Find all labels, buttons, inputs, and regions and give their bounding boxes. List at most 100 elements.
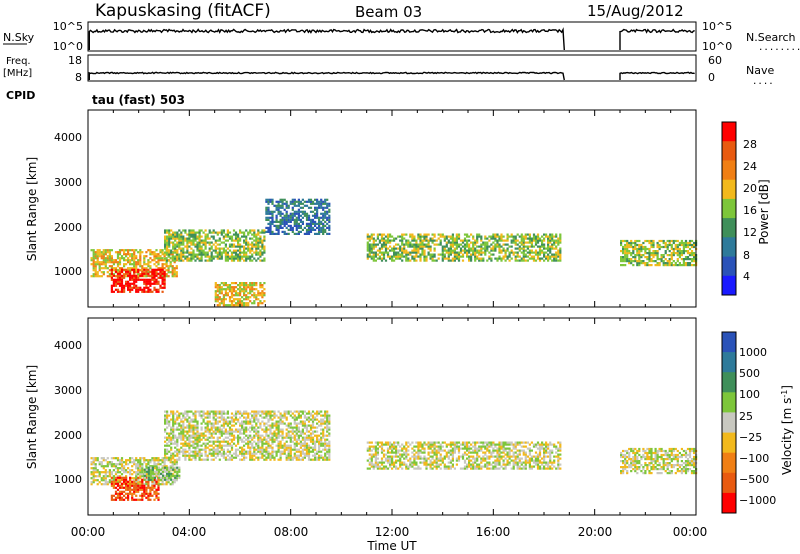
scatter-cell (322, 212, 325, 215)
scatter-cell (127, 257, 130, 260)
scatter-cell (182, 430, 185, 433)
scatter-cell (123, 288, 126, 291)
scatter-cell (273, 220, 276, 223)
scatter-cell (368, 243, 371, 246)
scatter-cell (153, 498, 156, 501)
scatter-cell (120, 290, 124, 293)
scatter-cell (291, 426, 294, 429)
scatter-cell (127, 496, 130, 499)
scatter-cell (494, 257, 497, 260)
scatter-cell (303, 438, 306, 441)
scatter-cell (305, 200, 309, 203)
scatter-cell (271, 414, 274, 417)
scatter-cell (232, 288, 236, 291)
scatter-cell (431, 237, 434, 240)
scatter-cell (204, 444, 207, 447)
scatter-cell (237, 233, 240, 236)
scatter-cell (129, 471, 132, 474)
scatter-cell (318, 204, 321, 207)
scatter-cell (194, 432, 197, 435)
scatter-cell (164, 239, 167, 242)
scatter-cell (305, 450, 309, 453)
scatter-cell (314, 446, 317, 449)
scatter-cell (228, 428, 232, 431)
scatter-cell (630, 243, 633, 247)
scatter-cell (470, 249, 473, 252)
scatter-cell (688, 258, 692, 261)
scatter-cell (143, 474, 146, 477)
scatter-cell (484, 235, 487, 238)
scatter-cell (484, 253, 487, 256)
scatter-cell (423, 239, 426, 242)
scatter-cell (311, 222, 315, 225)
scatter-cell (174, 251, 177, 254)
scatter-cell (299, 416, 302, 419)
scatter-cell (153, 470, 157, 473)
scatter-cell (234, 430, 238, 433)
scatter-cell (324, 410, 327, 413)
scatter-cell (316, 216, 319, 219)
scatter-cell (263, 410, 266, 413)
scatter-cell (547, 237, 550, 240)
scatter-cell (165, 263, 168, 266)
scatter-cell (247, 434, 250, 437)
scatter-cell (316, 232, 319, 235)
scatter-cell (194, 245, 197, 248)
scatter-cell (204, 412, 207, 415)
scatter-cell (287, 454, 290, 457)
scatter-cell (139, 259, 142, 262)
scatter-cell (419, 237, 422, 240)
scatter-cell (133, 268, 136, 271)
scatter-cell (112, 463, 115, 466)
scatter-cell (289, 446, 292, 449)
scatter-cell (184, 257, 187, 260)
scatter-cell (239, 294, 242, 297)
scatter-cell (118, 484, 122, 487)
scatter-cell (486, 245, 489, 248)
scatter-cell (135, 484, 138, 487)
scatter-cell (214, 452, 217, 455)
scatter-cell (166, 474, 169, 477)
scatter-cell (285, 200, 288, 203)
scatter-cell (628, 245, 631, 249)
scatter-cell (178, 233, 181, 236)
scatter-cell (171, 275, 174, 278)
scatter-cell (118, 276, 122, 279)
scatter-cell (204, 446, 207, 449)
scatter-cell (192, 420, 195, 423)
scatter-cell (176, 245, 179, 248)
scatter-cell (549, 255, 552, 258)
scatter-cell (275, 232, 278, 235)
scatter-cell (311, 414, 315, 417)
scatter-cell (328, 444, 331, 447)
scatter-cell (474, 255, 477, 258)
scatter-cell (196, 436, 199, 439)
scatter-cell (131, 473, 134, 476)
scatter-cell (536, 253, 540, 256)
scatter-cell (508, 253, 511, 256)
scatter-cell (301, 210, 304, 213)
scatter-cell (459, 255, 463, 258)
scatter-cell (194, 438, 197, 441)
scatter-cell (186, 454, 189, 457)
scatter-cell (259, 251, 262, 254)
scatter-cell (157, 257, 160, 260)
scatter-cell (295, 232, 298, 235)
scatter-cell (397, 251, 400, 254)
scatter-cell (234, 231, 238, 234)
scatter-cell (145, 263, 148, 266)
scatter-cell (553, 257, 556, 260)
scatter-cell (110, 255, 113, 258)
scatter-cell (273, 450, 276, 453)
scatter-cell (386, 241, 390, 244)
scatter-cell (551, 237, 554, 240)
scatter-cell (243, 249, 246, 252)
scatter-cell (530, 255, 533, 258)
scatter-cell (559, 251, 562, 254)
scatter-cell (139, 457, 142, 460)
scatter-cell (120, 249, 124, 252)
scatter-cell (688, 252, 692, 255)
scatter-cell (457, 243, 461, 246)
scatter-cell (247, 420, 250, 423)
scatter-cell (118, 261, 122, 264)
